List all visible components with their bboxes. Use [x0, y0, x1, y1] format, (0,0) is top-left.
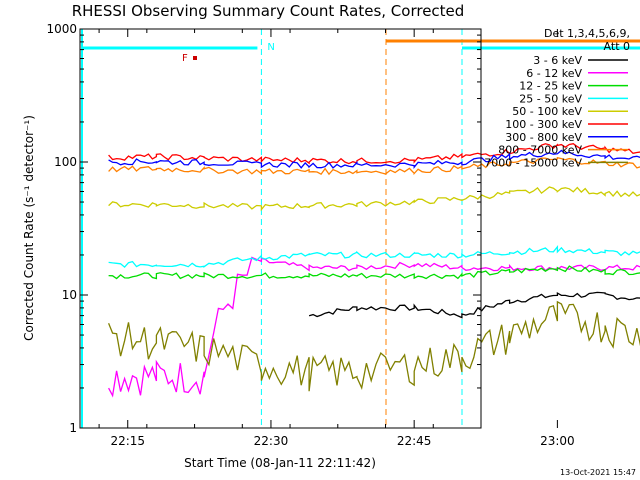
y-tick-label: 1000 [46, 22, 77, 36]
legend-label-7: 300 - 800 keV [505, 131, 582, 144]
y-tick-label: 1 [69, 421, 77, 435]
x-tick-label: 23:00 [540, 434, 575, 448]
x-tick-label: 22:15 [110, 434, 145, 448]
chart-title: RHESSI Observing Summary Count Rates, Co… [72, 2, 465, 20]
series-line-3 [108, 265, 640, 280]
y-tick-label: 10 [62, 288, 77, 302]
series-line-9 [107, 300, 640, 392]
x-tick-label: 22:45 [397, 434, 432, 448]
legend-label-4: 25 - 50 keV [519, 92, 582, 105]
series-line-1 [308, 291, 640, 319]
x-axis-label: Start Time (08-Jan-11 22:11:42) [184, 456, 376, 470]
axes: 22:1522:3022:4523:0023:1523:3023:4511010… [46, 22, 575, 448]
legend-header-line-1: Det 1,3,4,5,6,9, [544, 27, 630, 40]
series-line-6 [108, 143, 640, 165]
series-line-8 [108, 156, 640, 176]
legend-header-line-2: Att 0 [604, 40, 630, 53]
x-tick-label: 22:30 [254, 434, 289, 448]
legend-label-1: 3 - 6 keV [533, 54, 582, 67]
legend-label-8: 800 - 7000 keV [498, 144, 582, 157]
series-line-4 [108, 244, 640, 269]
legend-label-9: 7000 - 15000 keV [484, 156, 582, 169]
y-tick-label: 100 [54, 155, 77, 169]
legend-label-5: 50 - 100 keV [512, 105, 582, 118]
plot-area: NFS [81, 29, 640, 428]
timestamp: 13-Oct-2021 15:47 [560, 468, 636, 477]
flare-marker [193, 56, 197, 60]
y-axis-label: Corrected Count Rate (s⁻¹ detector⁻¹) [22, 115, 36, 341]
series-line-2 [108, 256, 640, 398]
series-line-5 [108, 186, 640, 212]
legend-label-3: 12 - 25 keV [519, 80, 582, 93]
series-line-7 [108, 149, 640, 170]
flag-label-n: N [267, 42, 274, 53]
legend-label-6: 100 - 300 keV [505, 118, 582, 131]
flag-label-f: F [182, 53, 188, 64]
legend-label-2: 6 - 12 keV [526, 67, 582, 80]
plot-frame [79, 28, 482, 429]
